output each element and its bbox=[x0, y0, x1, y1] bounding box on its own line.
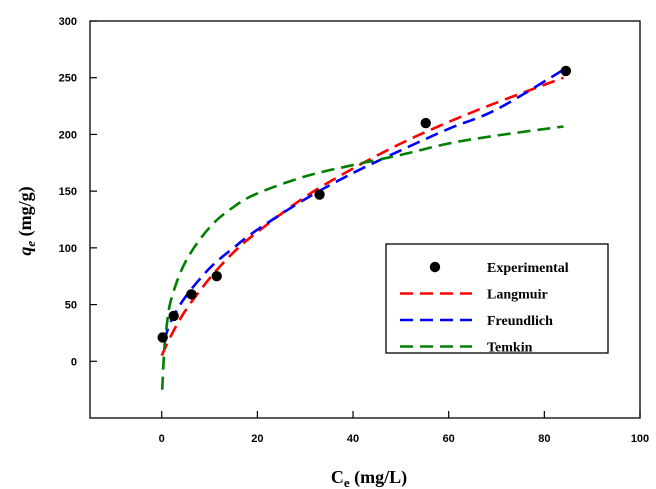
series-experimental-point bbox=[186, 289, 197, 300]
legend: Experimental Langmuir Freundlich Temkin bbox=[385, 243, 609, 356]
y-tick-label: 150 bbox=[59, 186, 77, 198]
y-axis-title-main: q bbox=[15, 247, 35, 256]
y-axis-title: qe (mg/g) bbox=[15, 186, 38, 255]
x-tick-label: 60 bbox=[443, 433, 455, 445]
x-tick-label: 20 bbox=[251, 433, 263, 445]
series-temkin-line bbox=[160, 125, 564, 390]
x-axis-title-main: C bbox=[331, 467, 344, 487]
legend-label-temkin: Temkin bbox=[487, 341, 533, 356]
y-axis-title-unit: (mg/g) bbox=[15, 186, 36, 240]
x-axis-title-unit: (mg/L) bbox=[350, 467, 408, 488]
y-axis-ticks: 0 50 100 150 200 250 300 bbox=[59, 16, 97, 368]
legend-label-langmuir: Langmuir bbox=[487, 288, 548, 303]
series-experimental-point bbox=[314, 189, 325, 200]
x-tick-label: 80 bbox=[538, 433, 550, 445]
series-freundlich-line bbox=[162, 68, 565, 342]
y-tick-label: 0 bbox=[71, 356, 77, 368]
series-langmuir-line bbox=[160, 76, 564, 357]
legend-items: Experimental Langmuir Freundlich Temkin bbox=[400, 261, 569, 356]
y-tick-label: 100 bbox=[59, 243, 77, 255]
series-experimental-point bbox=[560, 65, 572, 77]
x-axis-ticks: 0 20 40 60 80 100 bbox=[159, 411, 649, 445]
series-layer bbox=[157, 65, 572, 390]
series-experimental-point bbox=[211, 271, 222, 282]
y-tick-label: 300 bbox=[59, 16, 77, 28]
y-axis-title-subscript: e bbox=[23, 241, 38, 247]
series-experimental-point bbox=[168, 310, 179, 322]
x-axis-title-subscript: e bbox=[344, 475, 350, 489]
y-tick-label: 50 bbox=[65, 300, 77, 312]
legend-label-experimental: Experimental bbox=[487, 261, 569, 276]
legend-symbol-experimental bbox=[429, 261, 441, 273]
legend-box bbox=[385, 243, 609, 354]
series-experimental-point bbox=[420, 117, 431, 129]
series-experimental-point bbox=[157, 332, 168, 343]
legend-label-freundlich: Freundlich bbox=[487, 314, 553, 329]
y-tick-label: 250 bbox=[59, 73, 77, 85]
x-axis-title: Ce (mg/L) bbox=[331, 467, 407, 489]
x-tick-label: 100 bbox=[631, 433, 649, 445]
plot-frame bbox=[89, 20, 641, 419]
x-tick-label: 40 bbox=[347, 433, 359, 445]
x-tick-label: 0 bbox=[159, 433, 165, 445]
y-tick-label: 200 bbox=[59, 129, 77, 141]
